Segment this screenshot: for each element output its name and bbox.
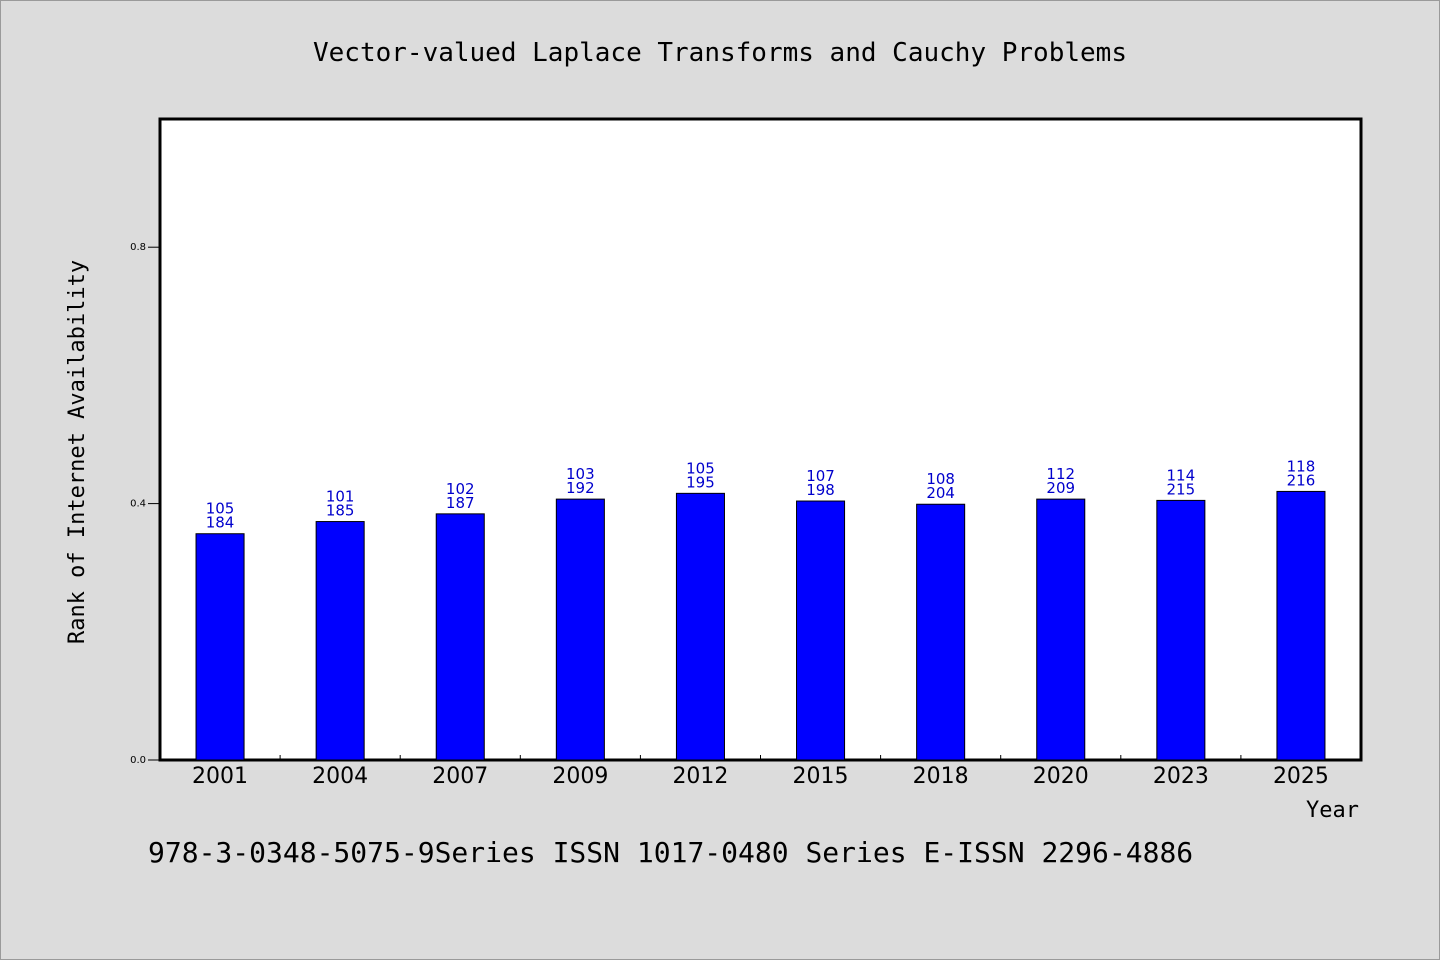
data-label-bottom: 185: [326, 502, 355, 520]
data-label-bottom: 215: [1167, 480, 1196, 498]
data-label-bottom: 184: [206, 514, 235, 532]
x-tick-label: 2020: [1033, 764, 1089, 789]
x-axis-label: Year: [1306, 798, 1359, 823]
data-label-top: 103: [566, 465, 595, 483]
x-tick-label: 2025: [1273, 764, 1329, 789]
bar: [315, 521, 365, 761]
x-tick-label: 2007: [432, 764, 488, 789]
y-tick-label: 0.4: [130, 499, 146, 510]
bar: [1036, 498, 1086, 761]
y-tick-label: 0.8: [130, 242, 146, 253]
data-label-top: 114: [1167, 466, 1196, 484]
bar: [675, 492, 725, 761]
x-tick-label: 2004: [312, 764, 368, 789]
x-tick-label: 2023: [1153, 764, 1209, 789]
data-label-top: 101: [326, 488, 355, 506]
y-axis-label: Rank of Internet Availability: [65, 260, 90, 644]
x-tick-label: 2001: [192, 764, 248, 789]
x-tick-label: 2009: [552, 764, 608, 789]
x-axis-ticks: 2001 2004 2007 2009 2012 2015 2018 2020 2023 2025: [192, 755, 1329, 789]
y-axis-ticks: 0.0 0.4 0.8: [130, 242, 160, 766]
data-label-top: 105: [686, 459, 715, 477]
data-label-bottom: 192: [566, 479, 595, 497]
data-label-bottom: 195: [686, 473, 715, 491]
x-tick-label: 2015: [793, 764, 849, 789]
data-label-top: 107: [806, 467, 835, 485]
bar-series: [195, 490, 1326, 761]
x-tick-label: 2012: [672, 764, 728, 789]
bar: [195, 533, 245, 761]
data-label-top: 118: [1287, 457, 1316, 475]
bar: [1156, 499, 1206, 761]
bar: [916, 503, 966, 761]
data-label-top: 108: [926, 470, 955, 488]
bar: [435, 513, 485, 761]
x-tick-label: 2018: [913, 764, 969, 789]
bar: [555, 498, 605, 761]
isbn-issn-footer: 978-3-0348-5075-9Series ISSN 1017-0480 S…: [148, 836, 1193, 869]
data-label-bottom: 198: [806, 481, 835, 499]
data-label-bottom: 209: [1046, 479, 1075, 497]
bar: [1276, 490, 1326, 761]
data-label-top: 112: [1046, 465, 1075, 483]
data-label-top: 102: [446, 480, 475, 498]
bar: [796, 500, 846, 761]
chart-title: Vector-valued Laplace Transforms and Cau…: [313, 38, 1127, 68]
data-label-bottom: 187: [446, 494, 475, 512]
y-tick-label: 0.0: [130, 755, 146, 766]
data-label-bottom: 204: [926, 484, 955, 502]
data-label-bottom: 216: [1287, 471, 1316, 489]
data-label-top: 105: [206, 500, 235, 518]
